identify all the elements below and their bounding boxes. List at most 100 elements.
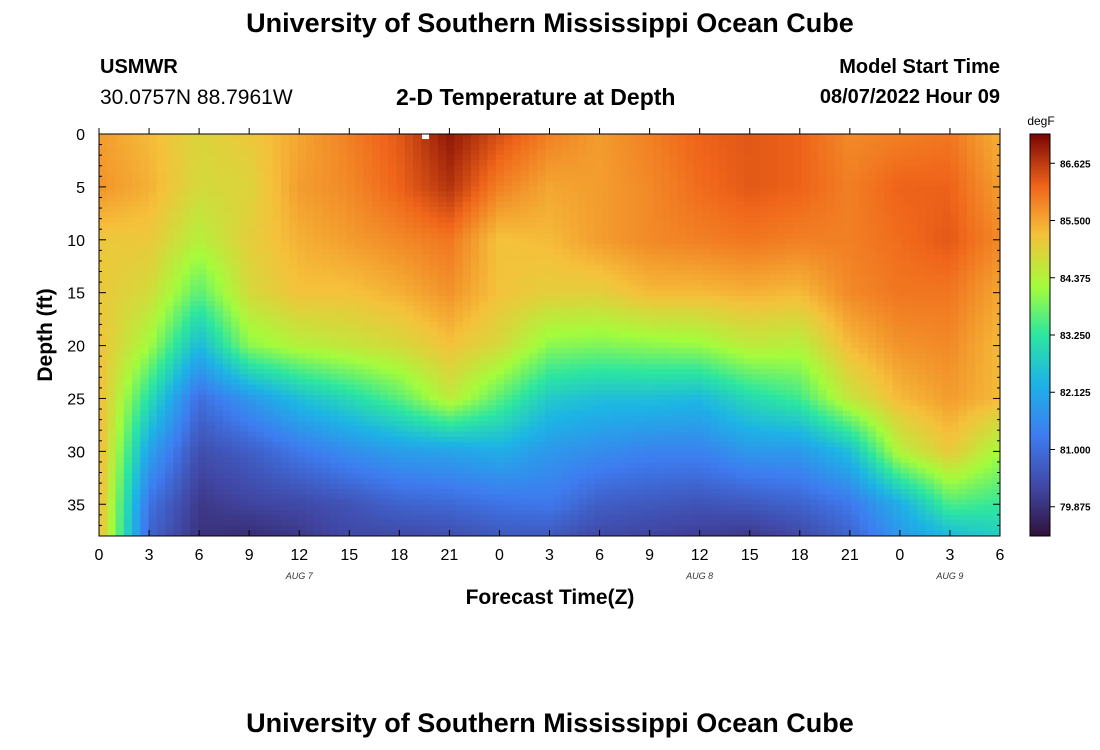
heatmap-cell <box>322 149 332 156</box>
heatmap-cell <box>520 415 530 422</box>
heatmap-cell <box>107 212 117 219</box>
heatmap-cell <box>429 201 439 208</box>
heatmap-cell <box>429 384 439 391</box>
heatmap-cell <box>586 212 596 219</box>
heatmap-cell <box>570 222 580 229</box>
heatmap-cell <box>297 410 307 417</box>
heatmap-cell <box>272 410 282 417</box>
heatmap-cell <box>396 431 406 438</box>
heatmap-cell <box>247 348 257 354</box>
heatmap-cell <box>429 452 439 459</box>
heatmap-cell <box>380 384 389 391</box>
heatmap-cell <box>272 311 282 318</box>
heatmap-cell <box>115 290 125 297</box>
heatmap-cell <box>280 186 290 193</box>
heatmap-cell <box>454 207 464 213</box>
heatmap-cell <box>123 227 133 234</box>
heatmap-cell <box>413 311 422 318</box>
heatmap-cell <box>487 509 497 516</box>
heatmap-cell <box>148 358 158 365</box>
heatmap-cell <box>264 410 274 417</box>
heatmap-cell <box>280 160 290 166</box>
heatmap-cell <box>487 410 497 417</box>
heatmap-cell <box>594 379 604 386</box>
heatmap-cell <box>504 134 513 140</box>
heatmap-cell <box>628 311 637 318</box>
heatmap-cell <box>413 489 422 495</box>
heatmap-cell <box>537 191 546 198</box>
heatmap-cell <box>504 473 513 480</box>
heatmap-cell <box>256 238 265 245</box>
heatmap-cell <box>132 139 141 146</box>
heatmap-cell <box>429 332 439 339</box>
heatmap-cell <box>487 321 497 328</box>
heatmap-cell <box>256 530 265 536</box>
heatmap-cell <box>272 483 282 490</box>
heatmap-cell <box>413 254 422 260</box>
heatmap-cell <box>421 426 431 433</box>
heatmap-cell <box>429 389 439 396</box>
heatmap-cell <box>231 374 241 380</box>
heatmap-cell <box>231 233 241 240</box>
heatmap-cell <box>313 191 323 198</box>
heatmap-cell <box>322 285 332 292</box>
heatmap-cell <box>628 316 637 323</box>
heatmap-cell <box>198 468 208 474</box>
heatmap-cell <box>214 144 224 151</box>
heatmap-cell <box>156 196 166 203</box>
heatmap-cell <box>586 384 596 391</box>
heatmap-cell <box>413 201 422 208</box>
heatmap-cell <box>256 379 265 386</box>
heatmap-cell <box>363 306 373 313</box>
heatmap-cell <box>446 212 456 219</box>
heatmap-cell <box>280 525 290 532</box>
heatmap-cell <box>446 358 456 365</box>
heatmap-cell <box>429 462 439 469</box>
heatmap-cell <box>586 421 596 427</box>
heatmap-cell <box>222 384 232 391</box>
heatmap-cell <box>222 426 232 433</box>
heatmap-cell <box>570 160 580 166</box>
heatmap-cell <box>611 332 621 339</box>
heatmap-cell <box>173 348 183 354</box>
heatmap-cell <box>313 285 323 292</box>
heatmap-cell <box>222 515 232 521</box>
heatmap-cell <box>239 462 249 469</box>
heatmap-cell <box>512 165 522 172</box>
heatmap-cell <box>413 348 422 354</box>
heatmap-cell <box>553 400 563 407</box>
heatmap-cell <box>173 149 183 156</box>
heatmap-cell <box>512 494 522 501</box>
heatmap-cell <box>165 306 174 313</box>
heatmap-cell <box>495 290 505 297</box>
heatmap-cell <box>132 207 141 213</box>
heatmap-cell <box>421 431 431 438</box>
heatmap-cell <box>313 332 323 339</box>
heatmap-cell <box>628 259 637 266</box>
heatmap-cell <box>173 515 183 521</box>
heatmap-cell <box>99 478 108 485</box>
heatmap-cell <box>537 483 546 490</box>
heatmap-cell <box>305 504 315 511</box>
heatmap-cell <box>222 494 232 501</box>
heatmap-cell <box>528 442 538 448</box>
heatmap-cell <box>380 306 389 313</box>
heatmap-cell <box>280 295 290 302</box>
heatmap-cell <box>570 290 580 297</box>
heatmap-cell <box>330 457 340 464</box>
heatmap-cell <box>156 144 166 151</box>
heatmap-cell <box>470 254 480 260</box>
heatmap-cell <box>322 227 332 234</box>
heatmap-cell <box>380 520 389 527</box>
heatmap-cell <box>198 186 208 193</box>
heatmap-cell <box>528 191 538 198</box>
heatmap-cell <box>206 525 216 532</box>
heatmap-cell <box>504 348 513 354</box>
heatmap-cell <box>446 337 456 344</box>
heatmap-cell <box>504 530 513 536</box>
heatmap-cell <box>140 316 150 323</box>
heatmap-cell <box>173 395 183 401</box>
heatmap-cell <box>181 473 191 480</box>
heatmap-cell <box>470 478 480 485</box>
heatmap-cell <box>189 321 199 328</box>
